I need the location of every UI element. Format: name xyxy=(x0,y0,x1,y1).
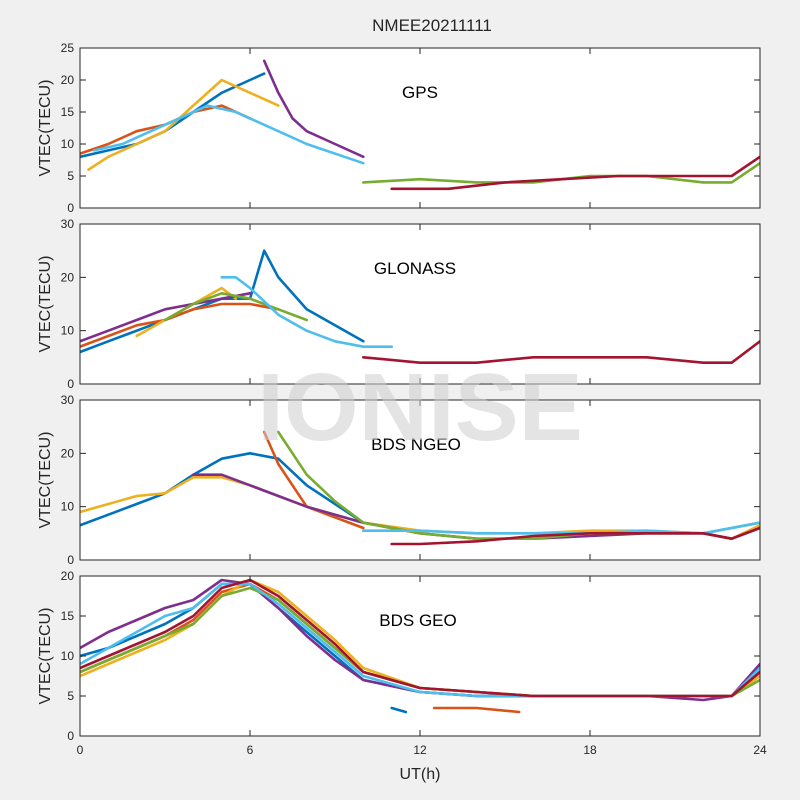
series-line xyxy=(163,291,309,322)
plot-area xyxy=(80,48,760,208)
y-tick-label: 20 xyxy=(61,569,75,583)
y-tick-label: 25 xyxy=(61,41,75,55)
y-tick-label: 10 xyxy=(61,649,75,663)
y-tick-label: 0 xyxy=(67,377,74,391)
series-group xyxy=(80,578,760,714)
watermark: IONISE xyxy=(257,354,582,461)
panel-label: GPS xyxy=(402,83,438,102)
y-axis-label: VTEC(TECU) xyxy=(37,256,54,353)
series-line xyxy=(390,526,760,546)
series-line xyxy=(80,302,280,349)
series-group xyxy=(80,59,760,191)
panel-1: 0 10 20 30 VTEC(TECU) GLONASS xyxy=(37,217,761,391)
series-line xyxy=(80,72,266,159)
panel-2: 0 10 20 30 VTEC(TECU) BDS NGEO xyxy=(37,393,761,567)
y-axis-label: VTEC(TECU) xyxy=(37,432,54,529)
y-axis-label: VTEC(TECU) xyxy=(37,80,54,177)
series-group xyxy=(80,430,760,546)
panel-label: GLONASS xyxy=(374,259,456,278)
series-line xyxy=(80,451,365,527)
plot-area xyxy=(80,576,760,736)
x-tick-label: 12 xyxy=(413,743,427,757)
y-tick-label: 0 xyxy=(67,553,74,567)
series-group xyxy=(80,249,760,365)
y-tick-label: 5 xyxy=(67,689,74,703)
panel-0: 0 5 10 15 20 25 VTEC(TECU) GPS xyxy=(37,41,761,215)
x-tick-label: 0 xyxy=(77,743,84,757)
x-tick-label: 6 xyxy=(247,743,254,757)
panel-3: 0 5 10 15 20 0 6 12 18 24 VTEC(TECU) BDS GEO xyxy=(37,569,767,757)
series-line xyxy=(262,59,365,159)
y-tick-label: 30 xyxy=(61,393,75,407)
x-tick-label: 18 xyxy=(583,743,597,757)
y-tick-label: 5 xyxy=(67,169,74,183)
y-axis-label: VTEC(TECU) xyxy=(37,608,54,705)
series-line xyxy=(262,430,365,530)
y-tick-label: 10 xyxy=(61,137,75,151)
panels: 0 5 10 15 20 25 VTEC(TECU) GPS 0 10 20 30 VTEC(TECU)… xyxy=(37,41,767,757)
y-tick-label: 30 xyxy=(61,217,75,231)
series-line xyxy=(80,291,252,343)
x-tick-label: 24 xyxy=(753,743,767,757)
y-tick-label: 0 xyxy=(67,729,74,743)
x-axis-label: UT(h) xyxy=(400,766,441,783)
y-tick-label: 20 xyxy=(61,270,75,284)
series-line xyxy=(220,275,394,349)
series-line xyxy=(92,104,365,165)
series-line xyxy=(390,155,760,191)
panel-label: BDS GEO xyxy=(379,611,456,630)
series-line xyxy=(390,706,408,714)
y-tick-label: 0 xyxy=(67,201,74,215)
y-tick-label: 10 xyxy=(61,500,75,514)
series-line xyxy=(80,578,760,698)
panel-label: BDS NGEO xyxy=(371,435,461,454)
y-tick-label: 20 xyxy=(61,446,75,460)
series-line xyxy=(432,706,521,714)
series-line xyxy=(361,339,760,365)
series-line xyxy=(361,161,760,184)
y-tick-label: 20 xyxy=(61,73,75,87)
figure-title: NMEE20211111 xyxy=(372,16,492,35)
y-tick-label: 15 xyxy=(61,105,75,119)
y-tick-label: 10 xyxy=(61,324,75,338)
y-tick-label: 15 xyxy=(61,609,75,623)
